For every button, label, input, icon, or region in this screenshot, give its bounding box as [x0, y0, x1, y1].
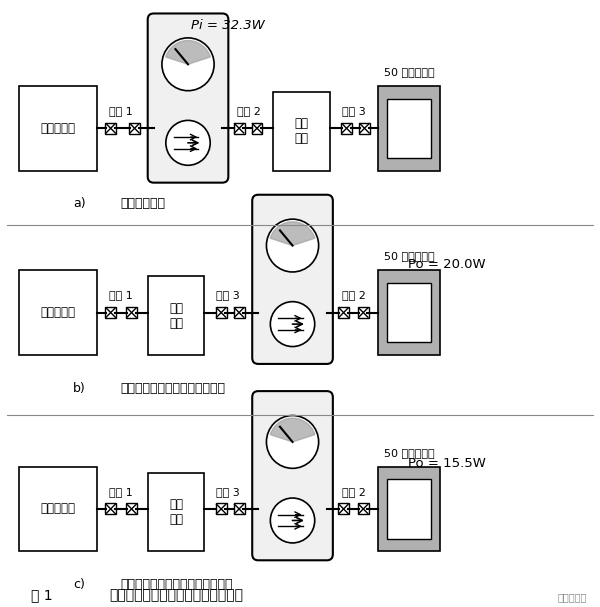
Text: 被测
器件: 被测 器件 — [295, 117, 308, 145]
Text: 图 1: 图 1 — [31, 589, 53, 603]
FancyBboxPatch shape — [338, 503, 349, 515]
Text: Po = 20.0W: Po = 20.0W — [407, 258, 485, 271]
FancyBboxPatch shape — [338, 307, 349, 318]
Text: 电缆 1: 电缆 1 — [109, 291, 133, 300]
FancyBboxPatch shape — [233, 307, 245, 318]
Text: 电缆 3: 电缆 3 — [342, 106, 365, 116]
Circle shape — [271, 498, 315, 543]
Text: 电缆 2: 电缆 2 — [342, 487, 365, 497]
FancyBboxPatch shape — [216, 307, 227, 318]
FancyBboxPatch shape — [387, 99, 431, 158]
Text: 被测
器件: 被测 器件 — [169, 498, 183, 526]
FancyBboxPatch shape — [19, 270, 97, 355]
Text: 被测
器件: 被测 器件 — [169, 302, 183, 330]
FancyBboxPatch shape — [148, 473, 205, 551]
FancyBboxPatch shape — [273, 92, 330, 171]
FancyBboxPatch shape — [252, 391, 333, 560]
FancyBboxPatch shape — [19, 467, 97, 551]
FancyBboxPatch shape — [233, 123, 245, 134]
Circle shape — [271, 302, 315, 347]
FancyBboxPatch shape — [377, 270, 440, 355]
FancyBboxPatch shape — [216, 503, 227, 515]
Text: 电缆 1: 电缆 1 — [109, 106, 133, 116]
FancyBboxPatch shape — [233, 503, 245, 515]
Text: 电缆 1: 电缆 1 — [109, 487, 133, 497]
Polygon shape — [270, 418, 315, 442]
Text: b): b) — [73, 382, 86, 395]
FancyBboxPatch shape — [358, 307, 369, 318]
FancyBboxPatch shape — [19, 86, 97, 171]
FancyBboxPatch shape — [148, 276, 205, 355]
Text: 单功率计插入损耗测试法（不推荐）: 单功率计插入损耗测试法（不推荐） — [109, 589, 243, 603]
Polygon shape — [166, 41, 211, 64]
Text: 50 欧射频负载: 50 欧射频负载 — [384, 447, 434, 458]
Circle shape — [166, 120, 210, 165]
Text: 电缆 2: 电缆 2 — [342, 291, 365, 300]
Text: 输出功率测量（稳定的发射机）: 输出功率测量（稳定的发射机） — [121, 382, 226, 395]
FancyBboxPatch shape — [126, 503, 137, 515]
Text: 电缆 3: 电缆 3 — [217, 487, 240, 497]
Text: 输出功率测量（不稳定的发射机）: 输出功率测量（不稳定的发射机） — [121, 578, 233, 591]
Text: Pi = 32.3W: Pi = 32.3W — [191, 19, 265, 32]
Circle shape — [266, 416, 319, 469]
FancyBboxPatch shape — [341, 123, 352, 134]
Text: 测试发射机: 测试发射机 — [41, 122, 76, 135]
Circle shape — [162, 38, 214, 90]
Text: 测试发射机: 测试发射机 — [41, 306, 76, 319]
FancyBboxPatch shape — [105, 503, 116, 515]
Text: Po = 15.5W: Po = 15.5W — [407, 457, 485, 470]
FancyBboxPatch shape — [359, 123, 370, 134]
FancyBboxPatch shape — [377, 467, 440, 551]
Text: c): c) — [73, 578, 85, 591]
Text: 测试发射机: 测试发射机 — [41, 503, 76, 515]
FancyBboxPatch shape — [126, 307, 137, 318]
Text: 电缆 2: 电缆 2 — [237, 106, 261, 116]
Text: 50 欧射频负载: 50 欧射频负载 — [384, 251, 434, 261]
Polygon shape — [270, 222, 315, 246]
FancyBboxPatch shape — [105, 123, 116, 134]
Text: 电子发烧友: 电子发烧友 — [557, 592, 587, 603]
FancyBboxPatch shape — [377, 86, 440, 171]
Text: 50 欧射频负载: 50 欧射频负载 — [384, 67, 434, 77]
Circle shape — [266, 219, 319, 272]
FancyBboxPatch shape — [251, 123, 262, 134]
FancyBboxPatch shape — [387, 283, 431, 342]
FancyBboxPatch shape — [129, 123, 140, 134]
FancyBboxPatch shape — [358, 503, 369, 515]
FancyBboxPatch shape — [148, 13, 229, 183]
Text: a): a) — [73, 197, 86, 210]
Text: 电缆 3: 电缆 3 — [217, 291, 240, 300]
FancyBboxPatch shape — [252, 195, 333, 364]
FancyBboxPatch shape — [105, 307, 116, 318]
FancyBboxPatch shape — [387, 480, 431, 538]
Text: 输入功率测量: 输入功率测量 — [121, 197, 166, 210]
